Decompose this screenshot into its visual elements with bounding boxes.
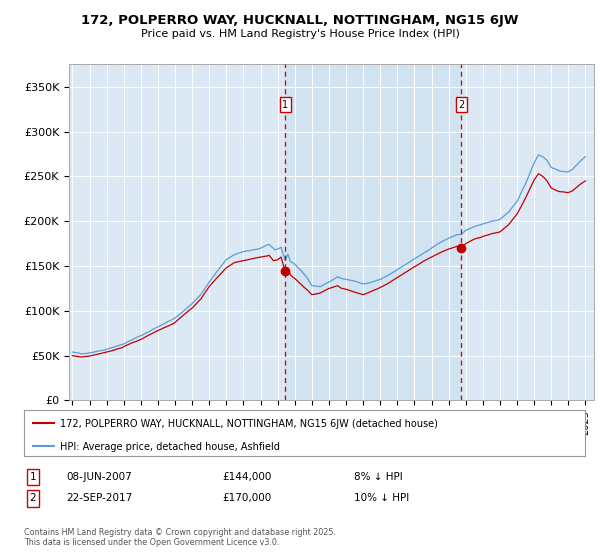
Text: 172, POLPERRO WAY, HUCKNALL, NOTTINGHAM, NG15 6JW: 172, POLPERRO WAY, HUCKNALL, NOTTINGHAM,… [81, 14, 519, 27]
Text: HPI: Average price, detached house, Ashfield: HPI: Average price, detached house, Ashf… [61, 442, 280, 452]
Text: 08-JUN-2007: 08-JUN-2007 [66, 472, 132, 482]
Text: 10% ↓ HPI: 10% ↓ HPI [354, 493, 409, 503]
Text: Contains HM Land Registry data © Crown copyright and database right 2025.
This d: Contains HM Land Registry data © Crown c… [24, 528, 336, 547]
Text: £170,000: £170,000 [222, 493, 271, 503]
Text: Price paid vs. HM Land Registry's House Price Index (HPI): Price paid vs. HM Land Registry's House … [140, 29, 460, 39]
Text: 1: 1 [29, 472, 37, 482]
Text: 8% ↓ HPI: 8% ↓ HPI [354, 472, 403, 482]
Text: 1: 1 [282, 100, 288, 110]
Text: 22-SEP-2017: 22-SEP-2017 [66, 493, 132, 503]
Text: 2: 2 [29, 493, 37, 503]
Text: 2: 2 [458, 100, 464, 110]
Text: 172, POLPERRO WAY, HUCKNALL, NOTTINGHAM, NG15 6JW (detached house): 172, POLPERRO WAY, HUCKNALL, NOTTINGHAM,… [61, 419, 439, 430]
Text: £144,000: £144,000 [222, 472, 271, 482]
Bar [285, 64, 461, 400]
